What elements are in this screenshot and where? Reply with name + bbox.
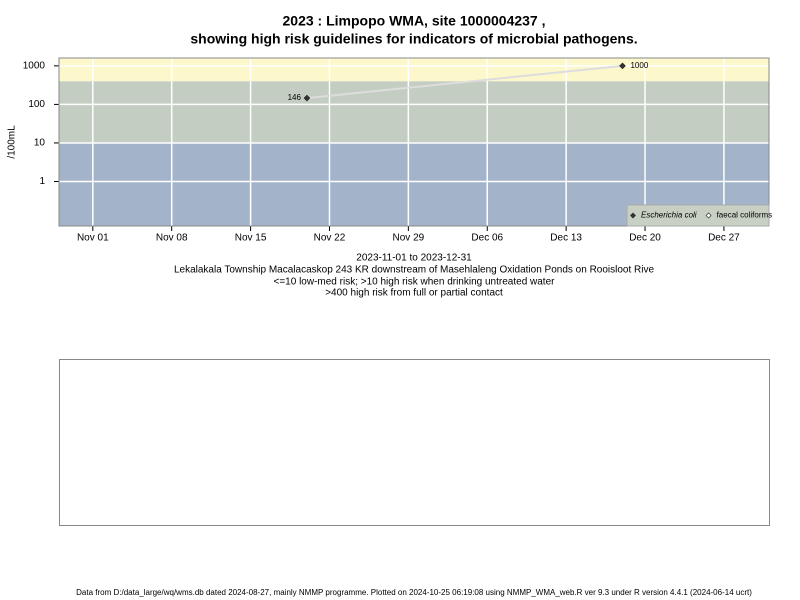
data-point [619,62,626,70]
x-tick-label: Nov 15 [235,233,267,244]
note: Lekalakala Township Macalacaskop 243 KR … [174,265,655,276]
empty-panel [59,359,770,526]
x-tick-label: Nov 08 [156,233,188,244]
x-tick-label: Dec 13 [550,233,582,244]
note: <=10 low-med risk; >10 high risk when dr… [274,277,556,288]
legend-box [626,204,770,227]
chart-subtitle: showing high risk guidelines for indicat… [190,31,637,47]
series-line [306,64,623,100]
legend-label: faecal coliforms [717,211,773,220]
risk-band [59,58,769,82]
data-label: 1000 [630,61,648,70]
legend-label: Escherichia coli [641,211,697,220]
note: 2023-11-01 to 2023-12-31 [356,253,472,264]
legend-marker [630,212,636,219]
y-tick-label: 1 [39,176,45,187]
x-tick-label: Dec 06 [471,233,503,244]
y-tick-label: 100 [28,99,45,110]
y-tick-label: 1000 [23,61,46,72]
y-axis-label: /100mL [7,125,18,159]
y-tick-label: 10 [34,138,46,149]
chart-title: 2023 : Limpopo WMA, site 1000004237 , [283,13,546,29]
x-tick-label: Dec 27 [708,233,740,244]
x-tick-label: Nov 29 [393,233,425,244]
plot-frame [58,57,770,227]
x-tick-label: Dec 20 [629,233,661,244]
data-label: 146 [288,93,302,102]
x-tick-label: Nov 01 [77,233,109,244]
note: >400 high risk from full or partial cont… [325,288,503,299]
risk-band [59,81,769,143]
legend-marker [705,212,712,219]
x-tick-label: Nov 22 [314,233,346,244]
footer: Data from D:/data_large/wq/wms.db dated … [76,588,752,597]
data-point [303,94,311,102]
